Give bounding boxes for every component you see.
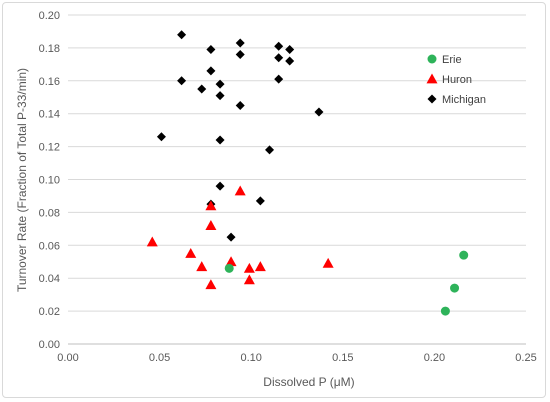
y-tick-label: 0.02 <box>39 306 60 318</box>
y-tick-labels: 0.00 0.02 0.04 0.06 0.08 0.10 0.12 0.14 0.16 0.18… <box>39 10 60 351</box>
x-axis-title: Dissolved P (μM) <box>263 375 354 389</box>
erie-point <box>440 306 450 316</box>
huron-point <box>205 200 217 211</box>
y-tick-label: 0.12 <box>39 142 60 154</box>
y-tick-label: 0.20 <box>39 10 60 22</box>
legend-label-huron: Huron <box>442 74 472 86</box>
x-tick-label: 0.00 <box>57 352 78 364</box>
y-tick-label: 0.04 <box>39 273 60 285</box>
michigan-point <box>226 232 236 242</box>
michigan-point <box>215 91 225 101</box>
michigan-point <box>285 45 295 55</box>
x-tick-label: 0.10 <box>240 352 261 364</box>
x-tick-label: 0.05 <box>149 352 170 364</box>
legend-label-michigan: Michigan <box>442 94 486 106</box>
huron-point <box>254 261 266 272</box>
michigan-point <box>215 79 225 89</box>
michigan-point <box>274 53 284 63</box>
michigan-point <box>285 56 295 66</box>
huron-point <box>196 261 208 272</box>
y-tick-label: 0.08 <box>39 207 60 219</box>
y-tick-label: 0.00 <box>39 339 60 351</box>
michigan-point <box>235 38 245 48</box>
x-tick-label: 0.25 <box>515 352 536 364</box>
huron-point <box>225 256 237 267</box>
legend-marker-huron <box>426 73 438 84</box>
michigan-point <box>235 49 245 59</box>
michigan-point <box>177 30 187 40</box>
michigan-point <box>197 84 207 94</box>
michigan-point <box>206 45 216 55</box>
huron-point <box>205 220 217 230</box>
x-tick-label: 0.20 <box>424 352 445 364</box>
erie-point <box>450 283 460 293</box>
huron-point <box>146 236 158 247</box>
huron-point <box>243 262 255 273</box>
michigan-point <box>215 181 225 191</box>
y-tick-label: 0.16 <box>39 76 60 88</box>
michigan-point <box>265 145 275 155</box>
x-tick-labels: 0.00 0.05 0.10 0.15 0.20 0.25 <box>57 352 536 364</box>
chart-frame <box>2 2 546 398</box>
michigan-point <box>215 135 225 145</box>
michigan-point <box>206 66 216 76</box>
legend: Erie Huron Michigan <box>426 54 486 106</box>
huron-point <box>243 274 255 285</box>
x-tick-label: 0.15 <box>332 352 353 364</box>
huron-point <box>185 248 197 258</box>
erie-point <box>459 250 469 260</box>
legend-marker-michigan <box>427 94 437 104</box>
erie-point <box>224 263 234 273</box>
huron-point <box>205 279 217 290</box>
y-tick-label: 0.10 <box>39 175 60 187</box>
michigan-point <box>235 100 245 110</box>
legend-marker-erie <box>427 54 437 64</box>
huron-point <box>234 185 246 196</box>
michigan-point <box>274 74 284 84</box>
data-points <box>146 30 469 316</box>
michigan-point <box>255 196 265 206</box>
michigan-point <box>156 132 166 142</box>
michigan-point <box>274 41 284 51</box>
michigan-point <box>314 107 324 117</box>
huron-point <box>322 257 334 268</box>
michigan-point <box>177 76 187 86</box>
y-tick-label: 0.14 <box>39 109 60 121</box>
y-tick-label: 0.18 <box>39 43 60 55</box>
legend-label-erie: Erie <box>442 54 462 66</box>
y-axis-title: Turnover Rate (Fraction of Total P-33/mi… <box>15 68 29 292</box>
y-tick-label: 0.06 <box>39 240 60 252</box>
